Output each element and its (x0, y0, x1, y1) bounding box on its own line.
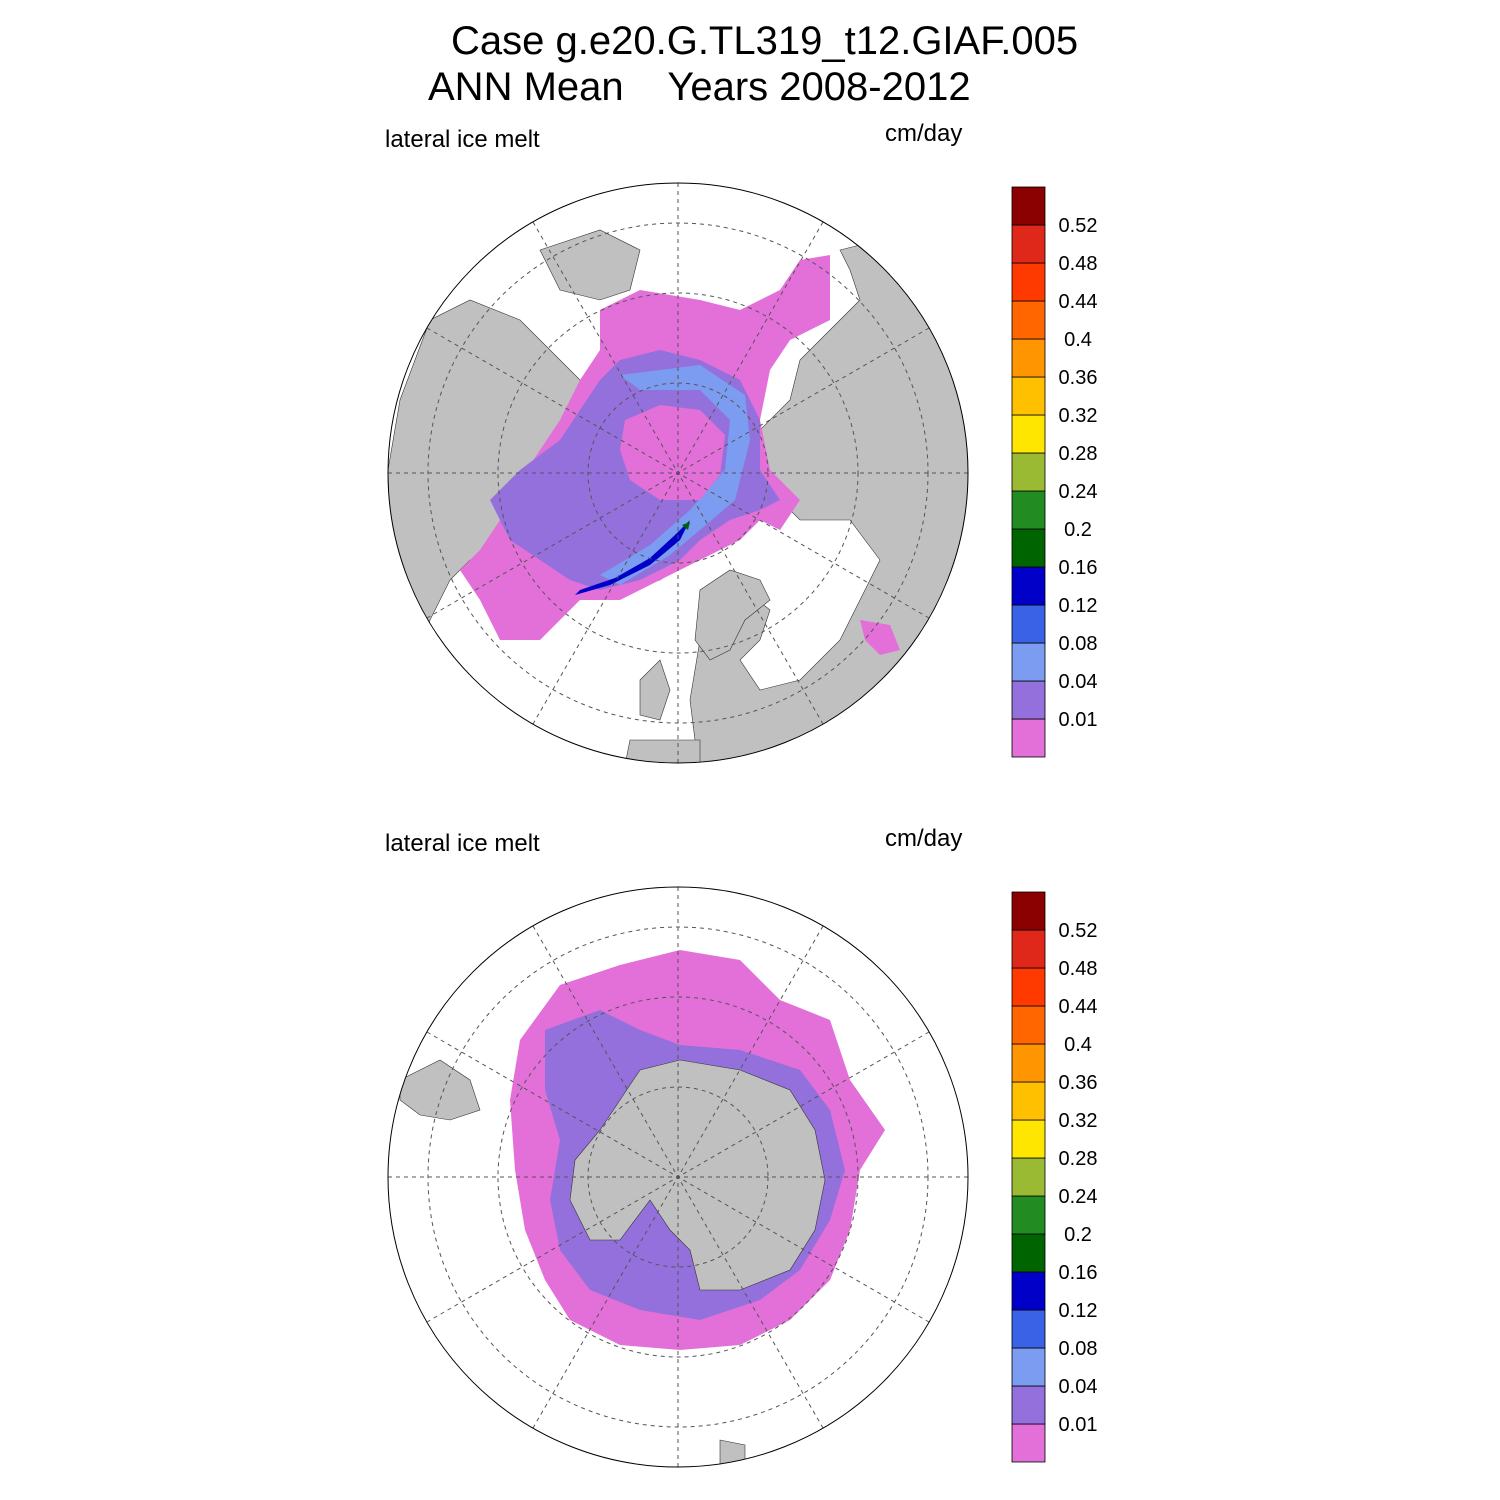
colorbar-north-tick-label: 0.4 (1064, 329, 1092, 351)
colorbar-north-tick-label: 0.12 (1059, 595, 1098, 617)
colorbar-north-tick-label: 0.01 (1059, 709, 1098, 731)
antarctica-land (569, 1059, 826, 1291)
colorbar-north-swatch-5 (1011, 528, 1046, 568)
south-units-label: cm/day (885, 825, 963, 852)
colorbar-south-tick-label: 0.52 (1059, 920, 1098, 942)
arctic-graticule (388, 183, 968, 763)
colorbar-south-swatch-13 (1011, 929, 1046, 969)
colorbar-north-tick-label: 0.52 (1059, 215, 1098, 237)
colorbar-north-tick-label: 0.08 (1059, 633, 1098, 655)
colorbar-north-swatch-1 (1011, 680, 1046, 720)
arctic-map (387, 182, 969, 764)
colorbar-south-swatch-14 (1011, 891, 1046, 931)
colorbar-south-tick-label: 0.48 (1059, 958, 1098, 980)
colorbar-south-tick-label: 0.36 (1059, 1072, 1098, 1094)
colorbar-south-swatch-2 (1011, 1347, 1046, 1387)
colorbar-south-swatch-11 (1011, 1005, 1046, 1045)
colorbar-north-swatch-8 (1011, 414, 1046, 454)
plot-title-period: ANN Mean Years 2008-2012 (428, 65, 971, 109)
colorbar-south-swatch-12 (1011, 967, 1046, 1007)
colorbar-north-tick-label: 0.44 (1059, 291, 1098, 313)
colorbar-south-swatch-6 (1011, 1195, 1046, 1235)
colorbar-north: 0.01 0.04 0.08 0.12 0.16 0.2 0.24 0.28 0.32 0.36 0… (1011, 186, 1098, 758)
colorbar-south-tick-label: 0.28 (1059, 1148, 1098, 1170)
colorbar-north-tick-label: 0.36 (1059, 367, 1098, 389)
colorbar-south-swatch-1 (1011, 1385, 1046, 1425)
colorbar-north-swatch-0 (1011, 718, 1046, 758)
south-america-land (399, 1059, 481, 1121)
colorbar-south-swatch-4 (1011, 1271, 1046, 1311)
colorbar-north-swatch-3 (1011, 604, 1046, 644)
north-variable-label: lateral ice melt (385, 126, 540, 153)
colorbar-south-swatch-3 (1011, 1309, 1046, 1349)
colorbar-south-tick-label: 0.24 (1059, 1186, 1098, 1208)
colorbar-north-tick-label: 0.16 (1059, 557, 1098, 579)
colorbar-south-tick-label: 0.2 (1064, 1224, 1092, 1246)
antarctic-graticule (388, 887, 968, 1467)
colorbar-south-tick-label: 0.32 (1059, 1110, 1098, 1132)
colorbar-north-tick-label: 0.04 (1059, 671, 1098, 693)
colorbar-north-tick-label: 0.2 (1064, 519, 1092, 541)
colorbar-south-tick-label: 0.08 (1059, 1338, 1098, 1360)
colorbar-south-tick-label: 0.01 (1059, 1414, 1098, 1436)
colorbar-north-tick-label: 0.28 (1059, 443, 1098, 465)
colorbar-north-tick-label: 0.24 (1059, 481, 1098, 503)
arctic-melt-field (460, 255, 900, 655)
colorbar-north-swatch-14 (1011, 186, 1046, 226)
colorbar-north-swatch-6 (1011, 490, 1046, 530)
colorbar-south-tick-label: 0.44 (1059, 996, 1098, 1018)
colorbar-north-tick-label: 0.32 (1059, 405, 1098, 427)
colorbar-north-swatch-2 (1011, 642, 1046, 682)
colorbar-south-tick-label: 0.4 (1064, 1034, 1092, 1056)
colorbar-north-swatch-9 (1011, 376, 1046, 416)
colorbar-south: 0.01 0.04 0.08 0.12 0.16 0.2 0.24 0.28 0.32 0.36 0… (1011, 891, 1098, 1463)
colorbar-south-swatch-10 (1011, 1043, 1046, 1083)
colorbar-south-tick-label: 0.04 (1059, 1376, 1098, 1398)
colorbar-north-swatch-13 (1011, 224, 1046, 264)
colorbar-south-tick-label: 0.16 (1059, 1262, 1098, 1284)
antarctic-map-border (387, 886, 969, 1468)
colorbar-north-swatch-12 (1011, 262, 1046, 302)
colorbar-south-swatch-7 (1011, 1157, 1046, 1197)
north-units-label: cm/day (885, 120, 963, 147)
colorbar-south-swatch-5 (1011, 1233, 1046, 1273)
colorbar-north-swatch-4 (1011, 566, 1046, 606)
colorbar-south-swatch-0 (1011, 1423, 1046, 1463)
plot-title-case: Case g.e20.G.TL319_t12.GIAF.005 (451, 19, 1079, 63)
colorbar-south-swatch-8 (1011, 1119, 1046, 1159)
colorbar-north-swatch-7 (1011, 452, 1046, 492)
arctic-map-border (387, 182, 969, 764)
antarctic-map (387, 886, 969, 1468)
colorbar-north-swatch-10 (1011, 338, 1046, 378)
colorbar-north-tick-label: 0.48 (1059, 253, 1098, 275)
south-variable-label: lateral ice melt (385, 830, 540, 857)
colorbar-north-swatch-11 (1011, 300, 1046, 340)
colorbar-south-tick-label: 0.12 (1059, 1300, 1098, 1322)
colorbar-south-swatch-9 (1011, 1081, 1046, 1121)
